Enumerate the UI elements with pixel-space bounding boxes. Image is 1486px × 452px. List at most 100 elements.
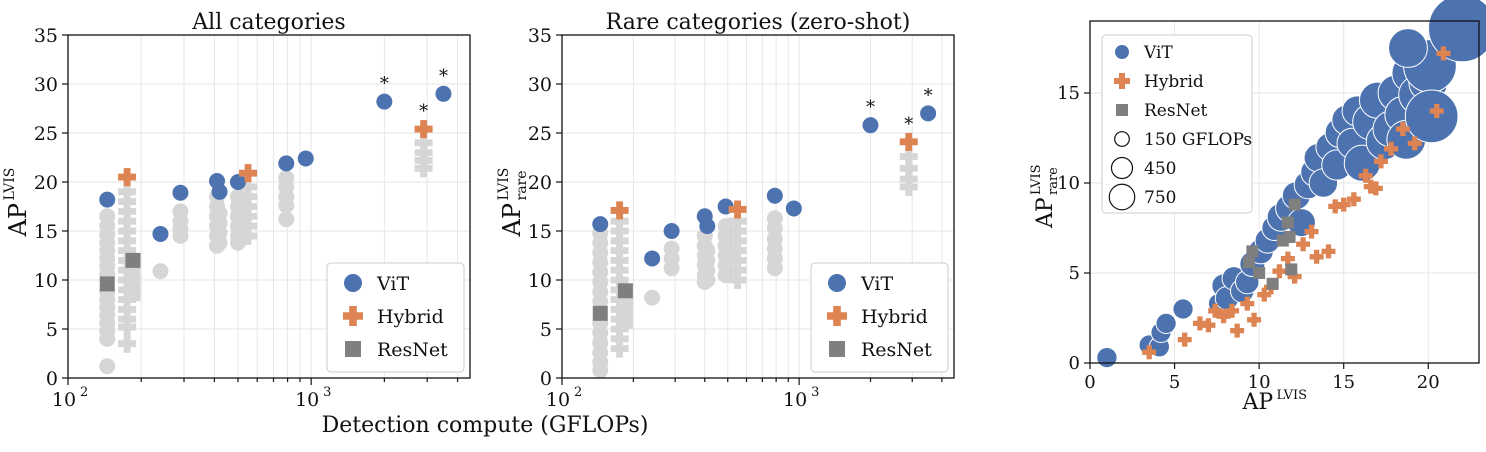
y-tick-label: 35 [34, 25, 58, 47]
data-point-hybrid-variants [118, 202, 137, 221]
data-point-vit [592, 216, 609, 233]
y-tick-label: 5 [1069, 263, 1080, 284]
x-tick-label: 10 [295, 389, 319, 411]
data-point-vit-variants [278, 197, 295, 214]
panel-all-categories: * * * 0 5 10 15 20 25 30 35 10 2 10 3 All categories APL… [2, 10, 471, 411]
data-point-hybrid [1240, 296, 1255, 311]
data-point-hybrid [1280, 251, 1295, 266]
data-point-resnet [125, 252, 141, 268]
legend-entry-150-gflops-label: 150 GFLOPs [1144, 130, 1252, 150]
data-point-vit-variants [592, 362, 609, 379]
data-point-hybrid-variants [610, 212, 629, 231]
data-point-hybrid-variants [118, 300, 137, 319]
data-point-vit [862, 117, 879, 134]
legend-label-vit: ViT [376, 273, 409, 295]
data-point-resnet [1253, 267, 1266, 279]
legend-box [1101, 34, 1253, 214]
legend-label-resnet: ResNet [377, 339, 448, 361]
data-point-hybrid [118, 168, 137, 187]
x-tick-exponent: 2 [574, 385, 582, 400]
legend-entry-450-label: 450 [1144, 159, 1176, 179]
legend-label-hybrid: Hybrid [377, 306, 444, 328]
data-point-vit [297, 150, 314, 167]
data-point-hybrid-variants [899, 177, 918, 196]
data-point-hybrid-variants [610, 261, 629, 280]
legend-marker-hybrid [343, 306, 363, 326]
y-tick-label: 15 [1057, 83, 1080, 104]
data-point-resnet [1288, 198, 1301, 211]
data-point-hybrid-variants [610, 222, 629, 240]
star-annotation: * [924, 85, 933, 106]
data-point-vit-variants [99, 358, 116, 375]
y-tick-label: 35 [528, 25, 552, 47]
data-point-resnet [1285, 263, 1298, 276]
y-axis-label-sup: LVIS [2, 168, 18, 201]
star-annotation: * [380, 74, 389, 95]
data-point-vit-variants [766, 260, 783, 277]
data-point-vit [1404, 89, 1459, 144]
data-point-vit-variants [644, 289, 661, 306]
data-point-hybrid-variants [610, 339, 629, 358]
data-point-resnet [1281, 216, 1294, 229]
data-point-vit [1428, 0, 1486, 63]
x-axis-label-sup: LVIS [1277, 388, 1308, 403]
data-point-hybrid [1177, 332, 1192, 347]
x-tick-exponent: 3 [323, 385, 331, 400]
plot-frame [67, 34, 471, 379]
shared-x-axis-label: Detection compute (GFLOPs) [322, 413, 649, 438]
data-point-resnet-variants [125, 286, 141, 302]
y-axis-label-sub: rare [1046, 167, 1061, 195]
y-axis-label-main: AP [498, 203, 526, 237]
legend: ViT Hybrid ResNet [326, 262, 465, 373]
data-point-hybrid-variants [118, 182, 137, 201]
star-annotation: * [419, 101, 428, 122]
data-point-vit [785, 200, 802, 217]
data-point-hybrid-variants [414, 159, 433, 178]
data-point-vit-variants [699, 272, 716, 288]
data-point-vit [1155, 312, 1177, 335]
data-point-hybrid [1328, 199, 1343, 214]
data-point-hybrid-variants [728, 241, 747, 260]
data-point-hybrid-variants [610, 271, 629, 289]
x-tick-label: 10 [783, 389, 807, 411]
x-tick-label: 10 [546, 389, 570, 411]
data-point-hybrid [1208, 303, 1223, 318]
data-point-hybrid [1407, 136, 1422, 151]
legend-entry-resnet-marker [1116, 104, 1128, 116]
data-point-hybrid-variants [118, 334, 137, 353]
data-point-vit [229, 174, 246, 190]
data-point-hybrid [1309, 249, 1324, 264]
data-point-vit-variants [592, 293, 609, 310]
data-point-hybrid-variants [239, 217, 258, 236]
x-tick-exponent: 2 [80, 385, 88, 400]
chart-title: All categories [191, 10, 345, 35]
data-point-hybrid [414, 120, 433, 139]
data-point-hybrid-variants [239, 207, 258, 226]
data-point-vit [211, 183, 228, 200]
data-point-hybrid [728, 200, 747, 219]
y-tick-label: 10 [1057, 173, 1080, 194]
x-tick-label: 5 [1169, 372, 1180, 393]
data-point-vit-variants [663, 260, 680, 277]
plot-frame [1089, 20, 1480, 364]
star-annotation: * [866, 97, 875, 118]
x-tick-exponent: 3 [811, 385, 819, 400]
x-axis-label: AP LVIS [1242, 388, 1308, 415]
data-point-hybrid-variants [118, 241, 137, 260]
legend-entry-hybrid-marker [1114, 73, 1130, 89]
legend-marker-resnet [345, 341, 361, 357]
legend-entry-vit-label: ViT [1143, 43, 1173, 63]
data-point-vit [644, 250, 661, 267]
data-point-resnet [1246, 245, 1259, 258]
data-point-hybrid-variants [610, 231, 629, 250]
data-point-hybrid-variants [728, 231, 747, 250]
data-point-hybrid [1304, 224, 1319, 239]
data-point-hybrid [1296, 237, 1311, 252]
data-point-hybrid-variants [239, 197, 258, 216]
data-point-hybrid-variants [118, 231, 137, 250]
y-axis-label: AP LVIS [2, 168, 32, 238]
y-tick-label: 30 [528, 74, 552, 96]
data-point-vit-variants [152, 263, 169, 280]
y-tick-label: 5 [46, 319, 58, 341]
y-axis-label: AP LVIS rare [496, 168, 530, 238]
